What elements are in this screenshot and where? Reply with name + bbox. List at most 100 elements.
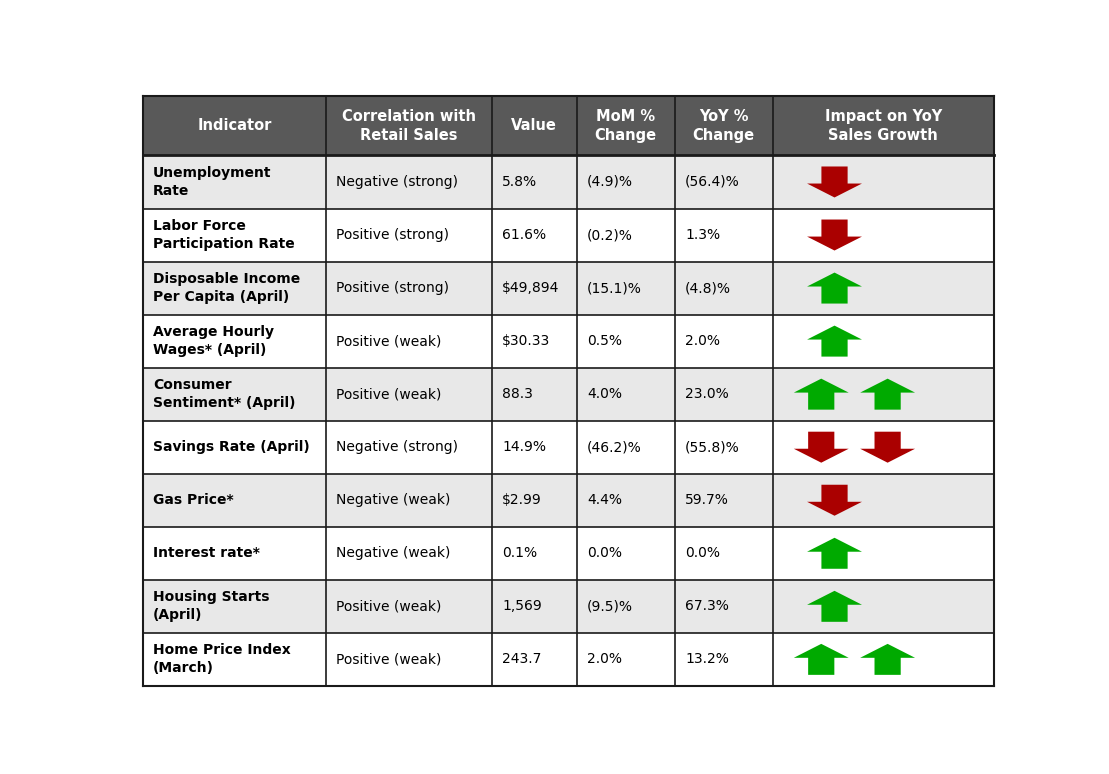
Polygon shape	[794, 432, 848, 463]
Text: 23.0%: 23.0%	[685, 387, 729, 401]
Text: Consumer
Sentiment* (April): Consumer Sentiment* (April)	[153, 378, 296, 410]
Bar	[491, 527, 577, 580]
Bar	[577, 314, 674, 368]
Bar	[674, 262, 773, 314]
Bar	[674, 633, 773, 686]
Polygon shape	[807, 272, 862, 303]
Text: Negative (weak): Negative (weak)	[336, 546, 450, 560]
Text: (55.8)%: (55.8)%	[685, 440, 740, 454]
Bar	[143, 96, 326, 156]
Bar	[577, 474, 674, 527]
Bar	[773, 527, 994, 580]
Bar	[326, 208, 491, 262]
Text: 1,569: 1,569	[502, 599, 542, 613]
Text: Disposable Income
Per Capita (April): Disposable Income Per Capita (April)	[153, 272, 301, 304]
Bar	[674, 96, 773, 156]
Bar	[143, 580, 326, 633]
Bar	[143, 368, 326, 421]
Text: Impact on YoY
Sales Growth: Impact on YoY Sales Growth	[825, 108, 942, 142]
Bar	[491, 420, 577, 474]
Bar	[674, 368, 773, 421]
Bar	[491, 314, 577, 368]
Bar	[773, 580, 994, 633]
Text: Positive (weak): Positive (weak)	[336, 387, 441, 401]
Text: 5.8%: 5.8%	[502, 175, 537, 189]
Text: 0.0%: 0.0%	[587, 546, 622, 560]
Bar	[326, 580, 491, 633]
Bar	[577, 156, 674, 208]
Text: 88.3: 88.3	[502, 387, 533, 401]
Text: 4.0%: 4.0%	[587, 387, 622, 401]
Text: $2.99: $2.99	[502, 493, 542, 507]
Bar	[326, 527, 491, 580]
Text: (4.9)%: (4.9)%	[587, 175, 633, 189]
Polygon shape	[807, 538, 862, 569]
Polygon shape	[807, 485, 862, 515]
Bar	[577, 527, 674, 580]
Bar	[491, 96, 577, 156]
Bar	[143, 420, 326, 474]
Bar	[773, 96, 994, 156]
Text: (15.1)%: (15.1)%	[587, 281, 642, 295]
Polygon shape	[807, 591, 862, 622]
Bar	[326, 156, 491, 208]
Text: Savings Rate (April): Savings Rate (April)	[153, 440, 311, 454]
Text: (56.4)%: (56.4)%	[685, 175, 740, 189]
Text: Indicator: Indicator	[197, 118, 272, 133]
Text: Correlation with
Retail Sales: Correlation with Retail Sales	[342, 108, 476, 142]
Bar	[326, 262, 491, 314]
Bar	[491, 368, 577, 421]
Text: Labor Force
Participation Rate: Labor Force Participation Rate	[153, 219, 295, 251]
Text: Unemployment
Rate: Unemployment Rate	[153, 166, 272, 198]
Text: Negative (strong): Negative (strong)	[336, 440, 458, 454]
Text: (4.8)%: (4.8)%	[685, 281, 731, 295]
Polygon shape	[807, 220, 862, 251]
Bar	[773, 262, 994, 314]
Polygon shape	[807, 326, 862, 357]
Polygon shape	[861, 644, 915, 675]
Polygon shape	[861, 432, 915, 463]
Bar	[326, 633, 491, 686]
Text: (0.2)%: (0.2)%	[587, 228, 633, 242]
Bar	[491, 633, 577, 686]
Bar	[773, 368, 994, 421]
Bar	[577, 208, 674, 262]
Bar	[577, 420, 674, 474]
Text: Positive (strong): Positive (strong)	[336, 281, 449, 295]
Text: 0.0%: 0.0%	[685, 546, 720, 560]
Bar	[491, 580, 577, 633]
Bar	[674, 527, 773, 580]
Text: Housing Starts
(April): Housing Starts (April)	[153, 591, 269, 622]
Bar	[577, 633, 674, 686]
Bar	[674, 420, 773, 474]
Bar	[326, 96, 491, 156]
Text: Negative (weak): Negative (weak)	[336, 493, 450, 507]
Bar	[674, 208, 773, 262]
Bar	[577, 262, 674, 314]
Polygon shape	[807, 166, 862, 197]
Text: Positive (weak): Positive (weak)	[336, 599, 441, 613]
Text: 2.0%: 2.0%	[587, 652, 622, 666]
Text: Average Hourly
Wages* (April): Average Hourly Wages* (April)	[153, 325, 274, 357]
Text: 13.2%: 13.2%	[685, 652, 729, 666]
Bar	[143, 262, 326, 314]
Bar	[326, 314, 491, 368]
Bar	[577, 580, 674, 633]
Bar	[674, 156, 773, 208]
Bar	[577, 368, 674, 421]
Bar	[491, 208, 577, 262]
Text: $30.33: $30.33	[502, 334, 550, 348]
Text: 14.9%: 14.9%	[502, 440, 546, 454]
Text: 67.3%: 67.3%	[685, 599, 729, 613]
Bar	[326, 420, 491, 474]
Polygon shape	[861, 378, 915, 409]
Text: (9.5)%: (9.5)%	[587, 599, 633, 613]
Text: 0.5%: 0.5%	[587, 334, 622, 348]
Text: Positive (weak): Positive (weak)	[336, 652, 441, 666]
Bar	[143, 633, 326, 686]
Bar	[577, 96, 674, 156]
Bar	[773, 633, 994, 686]
Bar	[143, 474, 326, 527]
Bar	[773, 314, 994, 368]
Text: 59.7%: 59.7%	[685, 493, 729, 507]
